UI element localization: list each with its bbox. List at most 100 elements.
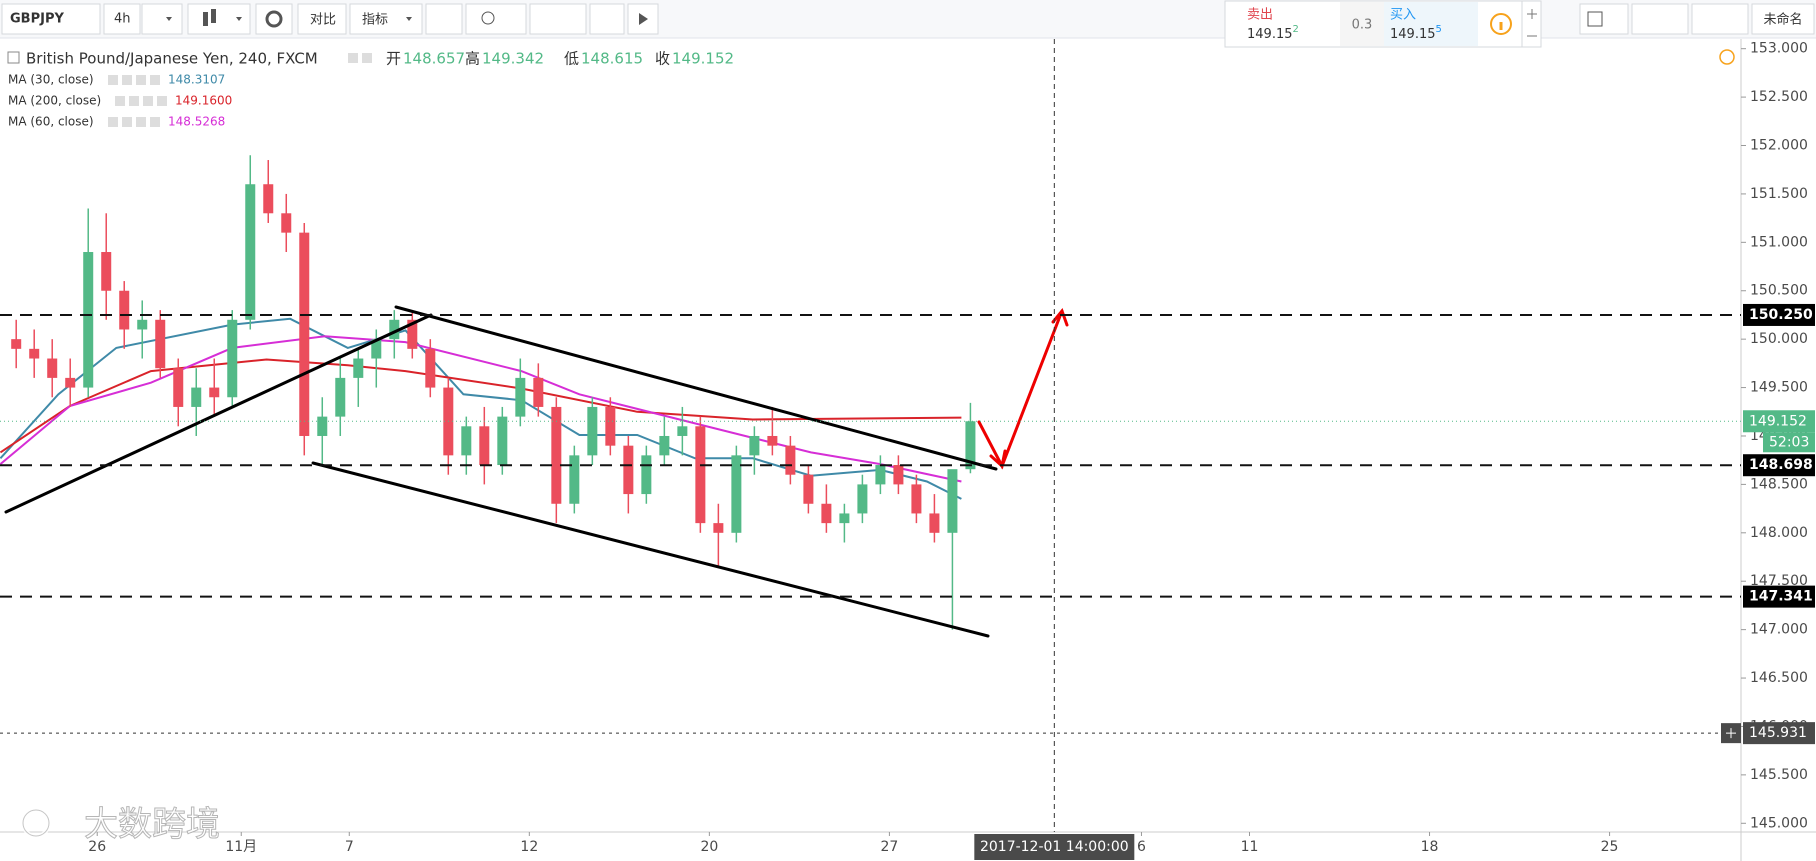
candle-body <box>569 455 580 504</box>
legend-icon[interactable] <box>129 96 139 106</box>
dropdown-caret <box>166 17 172 21</box>
y-tick-label: 152.000 <box>1750 138 1808 154</box>
crosshair-y-label: 145.931 <box>1749 725 1807 741</box>
candle-body <box>263 184 274 214</box>
symbol-box[interactable] <box>1 3 101 35</box>
ohlc-value: 149.152 <box>672 50 734 68</box>
candle-body <box>659 435 670 456</box>
candle-body <box>299 232 310 436</box>
interval-box[interactable] <box>103 3 141 35</box>
ma-legend-name: MA (30, close) <box>8 73 94 87</box>
trade-widget: 卖出 149.152 0.3 买入 149.155 <box>1224 0 1542 48</box>
ohlc-value: 148.657 <box>403 50 465 68</box>
sell-price[interactable]: 149.152 <box>1247 24 1299 42</box>
logo <box>22 809 50 837</box>
legend-icon[interactable] <box>108 75 118 85</box>
candle-body <box>83 252 94 388</box>
plus-minus[interactable] <box>1527 9 1537 37</box>
layout-button[interactable] <box>1579 3 1629 35</box>
candle-body <box>335 377 346 417</box>
settings[interactable] <box>255 3 293 35</box>
last-price-label: 149.152 <box>1749 413 1807 429</box>
candle-body <box>479 426 490 466</box>
ideas-button[interactable] <box>465 3 527 35</box>
x-tick-label: 18 <box>1421 839 1439 855</box>
save-button[interactable] <box>1691 3 1749 35</box>
legend-icon[interactable] <box>108 117 118 127</box>
ma-line <box>0 335 962 483</box>
collapse-icon[interactable] <box>7 51 20 64</box>
candle-body <box>731 455 742 533</box>
legend-icon[interactable] <box>122 75 132 85</box>
candle-body <box>281 213 292 233</box>
buy-bg[interactable] <box>1384 2 1478 46</box>
candle-body <box>209 387 220 398</box>
candle-body <box>191 387 202 407</box>
legend-icon[interactable] <box>143 96 153 106</box>
pip: 2 <box>1293 24 1299 35</box>
legend-icon[interactable] <box>136 75 146 85</box>
candle-body <box>821 503 832 524</box>
load-button[interactable] <box>1631 3 1689 35</box>
candle-body <box>767 435 778 446</box>
candle-body <box>47 358 58 378</box>
fullscreen[interactable] <box>589 3 625 35</box>
axes: 145.000145.500146.000146.500147.000147.5… <box>0 39 1815 860</box>
x-tick-label: 11 <box>1241 839 1259 855</box>
icon[interactable] <box>362 53 372 63</box>
pip: 5 <box>1436 24 1442 35</box>
interval-menu[interactable] <box>141 3 183 35</box>
ohlc-name: 低 <box>564 50 579 68</box>
icon[interactable] <box>348 53 358 63</box>
crosshair-y-tag <box>1743 722 1815 745</box>
ma-legend-value: 148.5268 <box>168 115 225 129</box>
candle-body <box>641 455 652 495</box>
spread-bg <box>1340 2 1384 46</box>
legend-icon[interactable] <box>122 117 132 127</box>
candle-body <box>389 319 400 340</box>
ma-legend-value: 148.3107 <box>168 73 225 87</box>
candle-body <box>695 426 706 524</box>
buy-price[interactable]: 149.155 <box>1390 24 1442 42</box>
arrow-head <box>1051 307 1069 327</box>
chart-style[interactable] <box>187 3 251 35</box>
candle-body <box>947 469 958 533</box>
candle-body <box>371 339 382 359</box>
candle-body <box>515 377 526 417</box>
ohlc-value: 149.342 <box>482 50 544 68</box>
candle-body <box>587 406 598 456</box>
candle-body <box>533 377 544 407</box>
candle-body <box>929 513 940 533</box>
compare: 对比 <box>310 13 336 28</box>
bulb-icon <box>481 11 495 25</box>
legend-icon[interactable] <box>136 117 146 127</box>
ma-legend-name: MA (60, close) <box>8 115 94 129</box>
ma-legend-name: MA (200, close) <box>8 94 101 108</box>
undo-redo[interactable] <box>529 3 587 35</box>
candle-body <box>245 184 256 320</box>
layout-name-box[interactable] <box>1751 3 1815 35</box>
compare-button[interactable] <box>297 3 347 35</box>
crosshair-x-label: 2017-12-01 14:00:00 <box>980 839 1129 855</box>
legend-icon[interactable] <box>150 75 160 85</box>
icon <box>211 9 216 23</box>
y-tick-label: 148.000 <box>1750 525 1808 541</box>
buy-label: 买入 <box>1390 8 1416 23</box>
candle-body <box>317 416 328 436</box>
level-label: 148.698 <box>1749 457 1813 473</box>
plus-icon <box>1726 728 1736 739</box>
level-tag <box>1743 303 1815 326</box>
y-tick-label: 147.500 <box>1750 573 1808 589</box>
x-tick-label: 25 <box>1601 839 1619 855</box>
watermark-text: 大数跨境 <box>84 805 220 845</box>
legend-icon[interactable] <box>115 96 125 106</box>
legend-icon[interactable] <box>157 96 167 106</box>
alert-button[interactable] <box>425 3 463 35</box>
info-mark <box>1499 22 1503 30</box>
info-icon[interactable] <box>1490 13 1512 35</box>
crosshair-x-tag <box>974 834 1135 860</box>
candle-body <box>893 465 904 485</box>
legend-icon[interactable] <box>150 117 160 127</box>
warning-icon[interactable] <box>1719 49 1735 65</box>
